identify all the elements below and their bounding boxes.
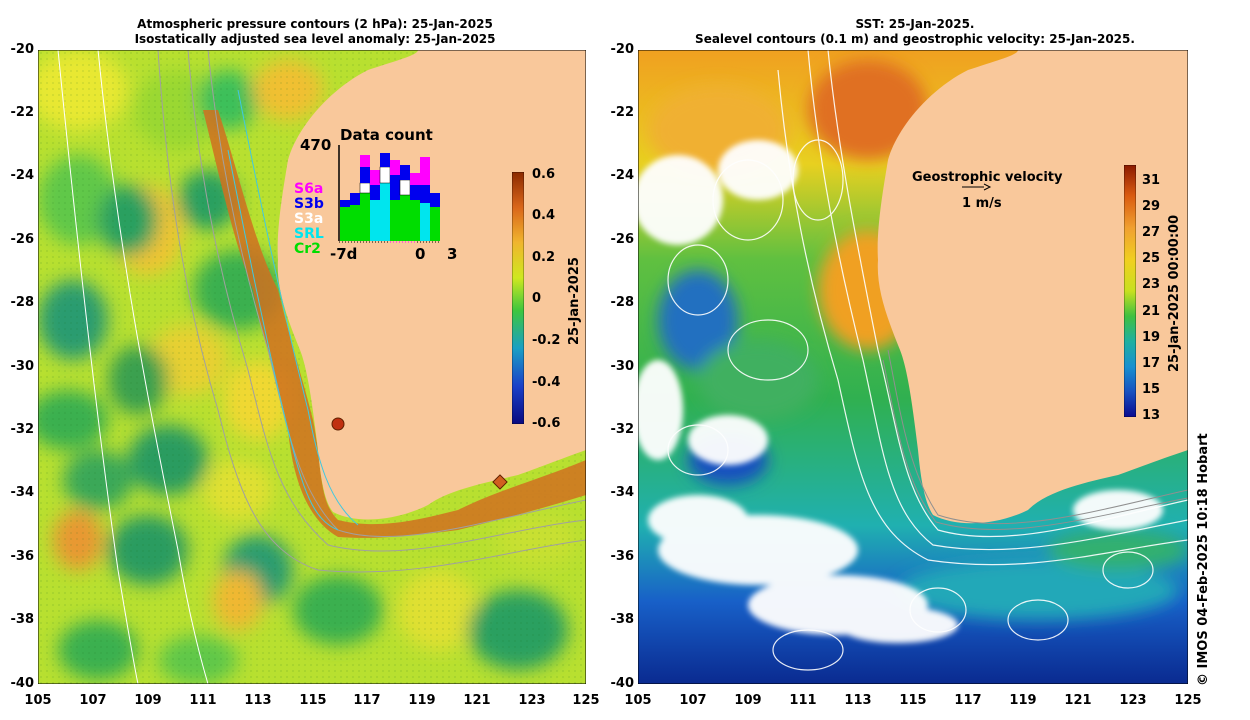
sla-tick-4: -0.2 [532, 333, 561, 348]
right-panel-title: SST: 25-Jan-2025. Sealevel contours (0.1… [640, 17, 1190, 47]
sla-tick-3: 0 [532, 291, 542, 306]
right-xtick: 107 [679, 693, 707, 708]
velocity-scale-arrow [962, 183, 992, 191]
left-xtick: 111 [189, 693, 217, 708]
right-xtick: 117 [954, 693, 982, 708]
right-ytick: -20 [610, 42, 635, 57]
left-title-line1: Atmospheric pressure contours (2 hPa): 2… [137, 17, 493, 31]
left-xtick: 115 [299, 693, 327, 708]
satellite-legend: S6a S3b S3a SRL Cr2 [294, 182, 324, 257]
right-ytick: -40 [610, 676, 635, 691]
left-xtick: 117 [353, 693, 381, 708]
left-xtick: 121 [463, 693, 491, 708]
data-count-x-end: 3 [447, 245, 458, 263]
left-ytick: -30 [10, 359, 35, 374]
sst-tick-4: 23 [1142, 277, 1161, 292]
legend-s3b: S3b [294, 196, 324, 212]
sst-tick-5: 21 [1142, 304, 1161, 319]
right-ytick: -30 [610, 359, 635, 374]
sla-colorbar-label: 25-Jan-2025 [567, 257, 582, 345]
left-ytick: -38 [10, 612, 35, 627]
right-ytick: -22 [610, 105, 635, 120]
left-xtick: 119 [408, 693, 436, 708]
right-xtick: 113 [844, 693, 872, 708]
sla-tick-5: -0.4 [532, 375, 561, 390]
legend-s3a: S3a [294, 211, 324, 227]
right-xtick: 121 [1064, 693, 1092, 708]
legend-srl: SRL [294, 226, 324, 242]
velocity-legend-label: Geostrophic velocity [912, 170, 1063, 185]
right-xtick: 111 [789, 693, 817, 708]
left-xtick: 123 [518, 693, 546, 708]
sst-colorbar [1124, 165, 1136, 417]
right-ytick: -26 [610, 232, 635, 247]
left-ytick: -28 [10, 295, 35, 310]
left-ytick: -34 [10, 485, 35, 500]
sst-tick-8: 15 [1142, 382, 1161, 397]
left-ytick: -20 [10, 42, 35, 57]
legend-cr2: Cr2 [294, 241, 321, 257]
right-title-line1: SST: 25-Jan-2025. [855, 17, 975, 31]
left-ytick: -22 [10, 105, 35, 120]
right-ytick: -34 [610, 485, 635, 500]
right-xtick: 123 [1119, 693, 1147, 708]
data-count-max: 470 [300, 136, 332, 154]
sst-tick-1: 29 [1142, 199, 1161, 214]
sst-tick-0: 31 [1142, 173, 1161, 188]
right-xtick: 119 [1009, 693, 1037, 708]
sst-colorbar-label: 25-Jan-2025 00:00:00 [1167, 214, 1182, 372]
data-count-histogram [338, 145, 440, 243]
histogram-bars [340, 153, 440, 241]
sla-tick-6: -0.6 [532, 416, 561, 431]
left-ytick: -36 [10, 549, 35, 564]
left-xtick: 113 [244, 693, 272, 708]
sla-tick-1: 0.4 [532, 208, 556, 223]
left-xtick: 105 [24, 693, 52, 708]
sst-tick-2: 27 [1142, 225, 1161, 240]
sst-tick-9: 13 [1142, 408, 1161, 423]
data-count-x-zero: 0 [415, 245, 426, 263]
right-xtick: 105 [624, 693, 652, 708]
sst-tick-3: 25 [1142, 251, 1161, 266]
sla-tick-0: 0.6 [532, 167, 556, 182]
sla-tick-2: 0.2 [532, 250, 556, 265]
right-ytick: -32 [610, 422, 635, 437]
sla-colorbar [512, 172, 524, 424]
left-xtick: 109 [134, 693, 162, 708]
left-ytick: -40 [10, 676, 35, 691]
legend-s6a: S6a [294, 181, 324, 197]
sst-tick-7: 17 [1142, 356, 1161, 371]
right-title-line2: Sealevel contours (0.1 m) and geostrophi… [695, 32, 1135, 46]
right-ytick: -38 [610, 612, 635, 627]
right-xtick: 109 [734, 693, 762, 708]
left-ytick: -24 [10, 168, 35, 183]
right-xtick: 125 [1174, 693, 1202, 708]
right-ytick: -28 [610, 295, 635, 310]
sst-tick-6: 19 [1142, 330, 1161, 345]
left-xtick: 107 [79, 693, 107, 708]
sea-level-anomaly-map[interactable] [38, 50, 586, 684]
data-count-title: Data count [340, 126, 433, 144]
left-title-line2: Isostatically adjusted sea level anomaly… [134, 32, 496, 46]
imos-credit: © IMOS 04-Feb-2025 10:18 Hobart [1196, 433, 1211, 686]
left-ytick: -26 [10, 232, 35, 247]
right-xtick: 115 [899, 693, 927, 708]
sst-map[interactable] [638, 50, 1188, 684]
velocity-legend-scale: 1 m/s [962, 196, 1002, 211]
right-ytick: -36 [610, 549, 635, 564]
left-panel-title: Atmospheric pressure contours (2 hPa): 2… [60, 17, 570, 47]
right-ytick: -24 [610, 168, 635, 183]
data-count-x-start: -7d [330, 245, 358, 263]
left-xtick: 125 [572, 693, 600, 708]
left-ytick: -32 [10, 422, 35, 437]
